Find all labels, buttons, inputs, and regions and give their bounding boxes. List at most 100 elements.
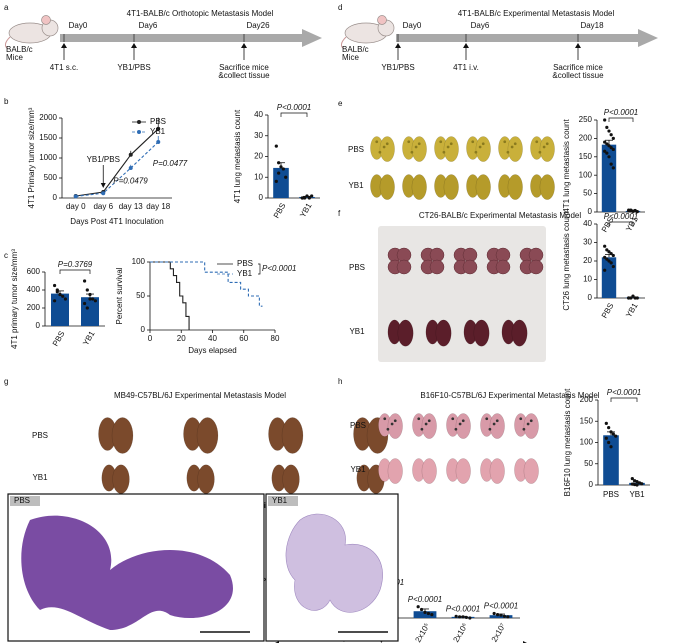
lung-nodule <box>427 419 431 423</box>
mouse-label: BALB/c <box>6 45 33 54</box>
event-arrowhead <box>395 43 401 48</box>
histology-label: YB1 <box>272 496 288 505</box>
day-label: Day26 <box>246 21 270 30</box>
marker <box>73 194 78 199</box>
lung-lobe <box>411 136 427 162</box>
lung-lobe <box>443 136 459 162</box>
marker <box>156 140 161 144</box>
lung-nodule <box>407 140 411 144</box>
event-label: 4T1 s.c. <box>50 63 78 72</box>
lung-nodule <box>442 150 446 154</box>
p-value: P<0.0001 <box>446 604 480 613</box>
x-axis-label: Days Post 4T1 Inoculation <box>70 217 163 226</box>
lung-nodule <box>375 140 379 144</box>
lung-lobe <box>421 413 437 439</box>
legend-label: YB1 <box>237 269 253 278</box>
data-point <box>85 306 89 310</box>
p-value: P<0.0001 <box>607 388 641 397</box>
data-point <box>607 259 611 263</box>
x-tick-label: 2x10⁷ <box>490 621 508 643</box>
y-tick-label: 0 <box>259 193 264 202</box>
lung-nodule <box>510 145 514 149</box>
label-box <box>10 496 40 506</box>
event-label: 4T1 i.v. <box>453 63 479 72</box>
x-tick-label: day 6 <box>93 202 113 211</box>
x-tick-label: 60 <box>239 334 248 343</box>
day-label: Day18 <box>580 21 604 30</box>
tumor-lung <box>462 259 478 275</box>
y-tick-label: 0 <box>588 293 593 302</box>
lung-lobe <box>196 417 219 454</box>
legend-label: PBS <box>150 117 166 126</box>
y-tick-label: 150 <box>579 152 593 161</box>
panel-label: i <box>264 501 266 510</box>
data-point <box>305 194 309 198</box>
y-axis-label: CT26 lung metastasis count <box>562 211 571 311</box>
legend-label: YB1 <box>150 127 166 136</box>
event-arrowhead <box>131 43 137 48</box>
significance-bracket <box>59 269 91 274</box>
y-tick-label: 20 <box>583 256 592 265</box>
panel-label: c <box>4 251 8 260</box>
y-tick-label: 10 <box>254 172 263 181</box>
significance-bracket <box>608 221 634 226</box>
data-point <box>423 610 427 614</box>
data-point <box>492 611 496 616</box>
data-point <box>611 136 615 140</box>
event-arrowhead <box>61 43 67 48</box>
data-point <box>499 613 503 617</box>
y-tick-label: 0 <box>53 193 58 202</box>
data-point <box>58 292 62 297</box>
p-value: P<0.0001 <box>604 108 638 117</box>
data-point <box>416 605 420 609</box>
y-tick-label: 400 <box>27 285 41 294</box>
legend-label: PBS <box>237 259 253 268</box>
lung-lobe <box>523 413 539 439</box>
lung-nodule <box>461 419 465 423</box>
data-point <box>633 209 637 213</box>
lung-nodule <box>417 417 421 421</box>
data-point <box>457 615 462 619</box>
lung-nodule <box>383 417 387 421</box>
data-point <box>609 430 613 434</box>
data-point <box>468 616 472 620</box>
lung-lobe <box>507 174 523 200</box>
data-point <box>609 133 613 137</box>
lung-nodule <box>478 145 482 149</box>
p-value: P=0.0479 <box>113 176 148 185</box>
lung-lobe <box>387 413 403 439</box>
y-axis-label: 4T1 lung metastasis count <box>233 109 242 203</box>
row-label: YB1 <box>349 327 365 336</box>
y-tick-label: 40 <box>583 219 592 228</box>
panel-title: B16F10-C57BL/6J Experimental Metastasis … <box>420 391 599 400</box>
lung-nodule <box>522 427 526 431</box>
bar <box>273 167 289 198</box>
data-point <box>611 166 615 170</box>
p-value: P<0.0001 <box>277 103 311 112</box>
data-point <box>603 255 607 259</box>
panel-label: g <box>4 377 8 386</box>
lung-nodule <box>417 142 421 146</box>
lung-nodule <box>529 419 533 423</box>
histology-tissue <box>21 515 233 630</box>
panel-label: h <box>338 377 342 386</box>
lung-lobe <box>282 464 300 494</box>
data-point <box>274 179 278 183</box>
significance-bracket <box>608 117 634 122</box>
row-label: PBS <box>350 421 366 430</box>
data-point <box>605 151 609 155</box>
event-arrowhead <box>463 43 469 48</box>
data-point <box>609 261 613 265</box>
x-tick-label: 2x10⁶ <box>451 622 469 643</box>
data-point <box>611 264 615 269</box>
y-axis-label: 4T1 primary tumor size/mm³ <box>10 249 19 349</box>
day-label: Day0 <box>403 21 422 30</box>
lung-nodule <box>481 142 485 146</box>
data-point <box>85 288 89 292</box>
lung-nodule <box>545 142 549 146</box>
data-point <box>609 445 613 449</box>
lung-nodule <box>449 142 453 146</box>
data-point <box>605 257 609 261</box>
y-tick-label: 30 <box>254 131 263 140</box>
